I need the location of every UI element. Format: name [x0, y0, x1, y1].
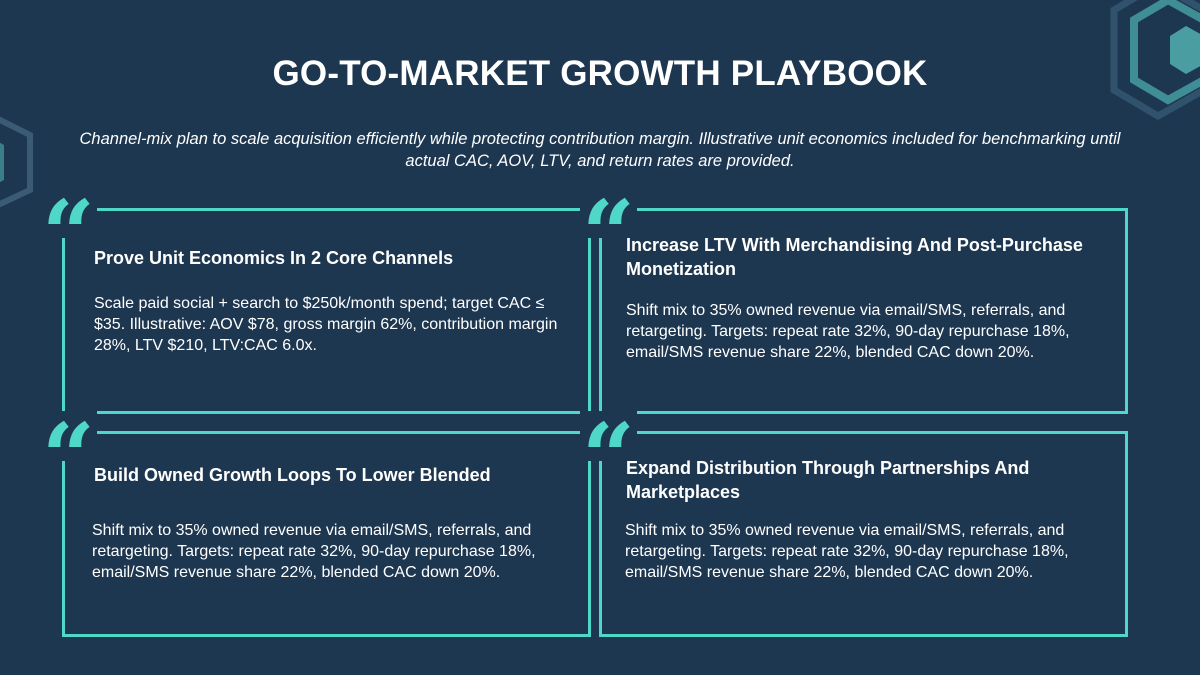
quote-mark-icon: “ [40, 180, 97, 288]
card-heading: Prove Unit Economics In 2 Core Channels [94, 248, 454, 268]
card-unit-economics [62, 208, 591, 414]
card-body: Shift mix to 35% owned revenue via email… [625, 522, 1069, 581]
card-owned-growth-loops [62, 431, 591, 637]
quote-mark-icon: “ [580, 403, 637, 511]
card-increase-ltv [599, 208, 1128, 414]
card-heading: Expand Distribution Through Partnerships… [626, 458, 1030, 502]
card-body: Scale paid social + search to $250k/mont… [94, 295, 558, 354]
quote-mark-icon: “ [40, 403, 97, 511]
card-body: Shift mix to 35% owned revenue via email… [92, 522, 536, 581]
card-heading: Build Owned Growth Loops To Lower Blende… [94, 465, 491, 485]
card-heading: Increase LTV With Merchandising And Post… [626, 235, 1083, 279]
page-subtitle: Channel-mix plan to scale acquisition ef… [79, 130, 1121, 170]
quote-mark-icon: “ [580, 180, 637, 288]
card-expand-distribution [599, 431, 1128, 637]
page-title: GO-TO-MARKET GROWTH PLAYBOOK [272, 54, 928, 93]
card-body: Shift mix to 35% owned revenue via email… [626, 302, 1070, 361]
